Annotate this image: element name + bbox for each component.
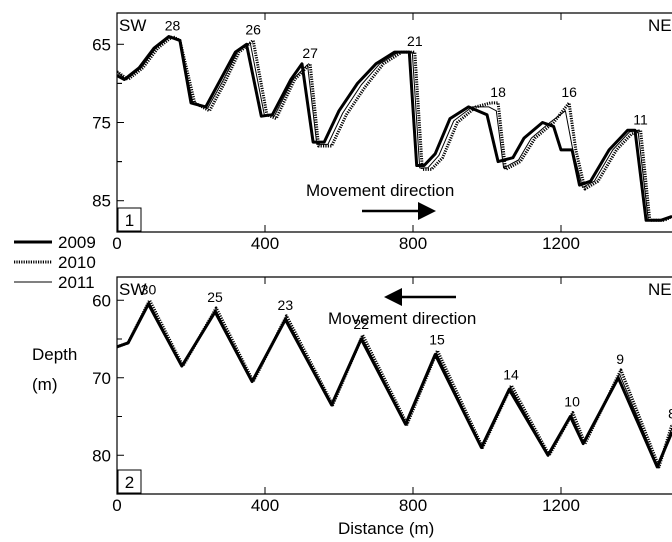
legend-label-2011: 2011 [58, 273, 95, 292]
chart-1-ytick-label-65: 65 [92, 35, 111, 54]
chart-2-peak-label-25: 25 [207, 289, 223, 305]
chart-2-peak-label-22: 22 [353, 316, 369, 332]
chart-1-peak-label-26: 26 [245, 21, 261, 37]
chart-1-peak-label-28: 28 [165, 17, 181, 33]
chart-2-peak-label-30: 30 [141, 281, 157, 297]
panel-2: 0 400 800 1200 60 70 80 30 25 23 22 15 14 10 9 8 SW NE 2 Mo… [92, 276, 672, 515]
panel-1: 0 400 800 1200 65 75 85 28 26 27 21 18 16 11 SW NE 1 Move… [92, 12, 672, 253]
chart-1-peak-label-16: 16 [561, 84, 577, 100]
chart-2-peak-label-15: 15 [429, 332, 445, 348]
chart-2-ytick-label-60: 60 [92, 291, 111, 310]
chart-1-panel-label: 1 [125, 211, 134, 230]
ylabel-unit: (m) [32, 375, 57, 394]
xlabel-distance: Distance (m) [338, 519, 434, 538]
legend: 2009 2010 2011 [14, 233, 96, 292]
chart-2-xtick-label-1200: 1200 [542, 496, 580, 515]
ylabel-depth: Depth [32, 345, 77, 364]
chart-1-movement-arrow-head [418, 202, 436, 220]
chart-1-corner-ne: NE [648, 16, 672, 35]
chart-2-xtick-label-800: 800 [399, 496, 427, 515]
chart-2-series-2009 [117, 302, 672, 469]
chart-2-movement-arrow-head [384, 288, 402, 306]
chart-1-peak-label-18: 18 [490, 84, 506, 100]
chart-1-series-2011 [117, 36, 672, 221]
legend-label-2010: 2010 [58, 253, 96, 272]
chart-2-xtick-label-400: 400 [251, 496, 279, 515]
chart-2-peak-label-8: 8 [668, 405, 672, 421]
chart-2-series-2010 [117, 298, 672, 469]
chart-2-xtick-label-0: 0 [112, 496, 121, 515]
chart-1-panel-label-box [117, 207, 142, 232]
chart-2-movement-label: Movement direction [328, 309, 476, 328]
chart-2-ytick-label-80: 80 [92, 446, 111, 465]
legend-label-2009: 2009 [58, 233, 96, 252]
chart-1-corner-sw: SW [119, 16, 146, 35]
chart-2-corner-sw: SW [119, 280, 146, 299]
chart-2-corner-ne: NE [648, 280, 672, 299]
chart-2-series-2011 [117, 301, 672, 468]
chart-1-xtick-label-400: 400 [251, 234, 279, 253]
chart-2-ytick-label-70: 70 [92, 369, 111, 388]
chart-1-peak-label-11: 11 [633, 111, 648, 127]
chart-2-panel-label-box [117, 469, 142, 494]
chart-2-peak-label-14: 14 [503, 367, 519, 383]
chart-1-xtick-label-800: 800 [399, 234, 427, 253]
chart-2-peak-label-10: 10 [564, 394, 580, 410]
chart-1-peak-label-27: 27 [302, 45, 318, 61]
chart-1-ytick-label-75: 75 [92, 114, 111, 133]
chart-2-frame [116, 276, 672, 495]
chart-1-xtick-label-0: 0 [112, 234, 121, 253]
chart-1-xtick-label-1200: 1200 [542, 234, 580, 253]
chart-2-peak-label-23: 23 [278, 297, 294, 313]
chart-1-ytick-label-85: 85 [92, 192, 111, 211]
chart-1-peak-label-21: 21 [407, 33, 423, 49]
chart-2-panel-label: 2 [125, 473, 134, 492]
chart-1-movement-label: Movement direction [306, 181, 454, 200]
chart-2-peak-label-9: 9 [616, 351, 624, 367]
chart-1-series-2010 [117, 35, 672, 222]
